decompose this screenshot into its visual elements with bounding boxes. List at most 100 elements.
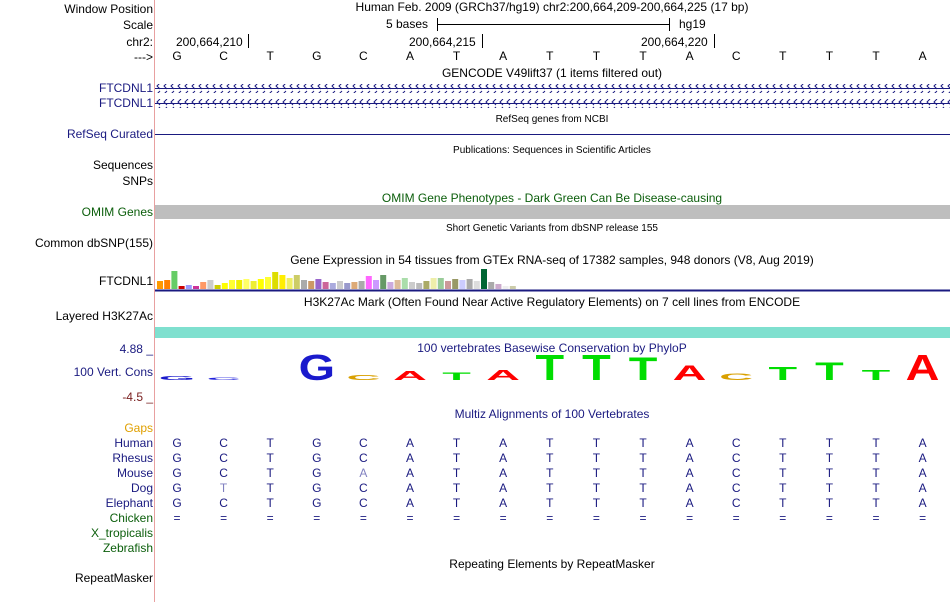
- gtex-tissue-bar[interactable]: [243, 279, 250, 289]
- gtex-tissue-bar[interactable]: [358, 281, 365, 289]
- conservation-letter: G: [159, 375, 195, 381]
- species-label[interactable]: Mouse: [116, 466, 153, 480]
- gtex-tissue-bar[interactable]: [221, 283, 228, 289]
- gencode-transcripts[interactable]: [155, 82, 950, 110]
- refseq-label[interactable]: RefSeq Curated: [66, 127, 153, 141]
- gtex-tissue-bar[interactable]: [308, 281, 315, 289]
- gtex-tissue-bar[interactable]: [315, 279, 322, 289]
- alignment-base: C: [731, 481, 741, 495]
- dbsnp-label[interactable]: Common dbSNP(155): [34, 236, 153, 250]
- cons-label[interactable]: 100 Vert. Cons: [73, 365, 153, 379]
- gtex-tissue-bar[interactable]: [265, 277, 271, 289]
- gtex-tissue-bar[interactable]: [373, 280, 379, 289]
- gtex-tissue-bar[interactable]: [473, 281, 480, 289]
- conservation-letter: T: [535, 350, 564, 388]
- conservation-letter: T: [769, 364, 798, 384]
- gtex-tissue-bar[interactable]: [286, 278, 293, 289]
- alignment-base: C: [359, 436, 368, 450]
- species-label[interactable]: X_tropicalis: [90, 526, 153, 540]
- gtex-tissue-bar[interactable]: [365, 276, 372, 289]
- gtex-tissue-bar[interactable]: [301, 280, 307, 289]
- gtex-tissue-bar[interactable]: [351, 282, 358, 289]
- gtex-tissue-bar[interactable]: [344, 283, 351, 289]
- reference-base: T: [872, 49, 880, 63]
- gtex-tissue-bar[interactable]: [157, 281, 163, 289]
- gencode-item-1-label[interactable]: FTCDNL1: [98, 81, 153, 95]
- gtex-tissue-bar[interactable]: [164, 280, 171, 289]
- h3k27ac-signal[interactable]: [155, 327, 950, 338]
- gtex-tissue-bar[interactable]: [329, 283, 336, 289]
- snps-label[interactable]: SNPs: [122, 174, 153, 188]
- species-label[interactable]: Rhesus: [112, 451, 153, 465]
- gtex-tissue-bar[interactable]: [229, 280, 235, 289]
- species-label[interactable]: Chicken: [109, 511, 153, 525]
- gtex-tissue-bar[interactable]: [495, 284, 502, 289]
- gtex-tissue-bar[interactable]: [437, 278, 444, 289]
- species-label[interactable]: Human: [114, 436, 153, 450]
- gtex-tissue-bar[interactable]: [502, 286, 509, 289]
- gtex-tissue-bar[interactable]: [272, 272, 279, 289]
- gtex-tissue-bar[interactable]: [200, 282, 207, 289]
- gtex-tissue-bar[interactable]: [452, 279, 459, 289]
- species-label[interactable]: Zebrafish: [102, 541, 153, 555]
- gtex-label[interactable]: FTCDNL1: [98, 274, 153, 288]
- species-label[interactable]: Dog: [130, 481, 153, 495]
- alignment-base: A: [918, 496, 927, 510]
- alignment-base: T: [592, 466, 601, 480]
- alignment-base: T: [266, 481, 274, 495]
- gtex-tissue-bar[interactable]: [193, 286, 199, 289]
- refseq-title: RefSeq genes from NCBI: [495, 114, 609, 125]
- gtex-tissue-bar[interactable]: [185, 285, 192, 289]
- position-tick: [248, 34, 249, 48]
- gencode-transcript-2[interactable]: [155, 99, 950, 108]
- alignment-base: T: [592, 481, 601, 495]
- gtex-tissue-bar[interactable]: [293, 275, 300, 289]
- gtex-tissue-bar[interactable]: [214, 285, 221, 289]
- gtex-tissue-bar[interactable]: [401, 278, 408, 289]
- refseq-line[interactable]: [155, 134, 950, 135]
- alignment-base: G: [172, 436, 182, 450]
- gtex-tissue-bar[interactable]: [380, 275, 387, 289]
- gtex-tissue-bar[interactable]: [430, 278, 437, 289]
- gtex-tissue-bar[interactable]: [509, 286, 516, 289]
- gtex-tissue-bar[interactable]: [171, 271, 178, 289]
- gtex-expression-bars[interactable]: [155, 266, 950, 292]
- gencode-transcript-1[interactable]: [155, 84, 950, 93]
- gtex-tissue-bar[interactable]: [445, 281, 451, 289]
- dbsnp-title: Short Genetic Variants from dbSNP releas…: [446, 223, 658, 234]
- repeatmasker-label[interactable]: RepeatMasker: [74, 571, 153, 585]
- alignment-base: T: [592, 496, 601, 510]
- gtex-tissue-bar[interactable]: [257, 279, 264, 289]
- omim-bar[interactable]: [155, 205, 950, 219]
- gtex-tissue-bar[interactable]: [337, 281, 343, 289]
- gtex-tissue-bar[interactable]: [250, 281, 257, 289]
- gaps-label[interactable]: Gaps: [124, 421, 153, 435]
- alignment-base: A: [685, 481, 694, 495]
- h3k27ac-label[interactable]: Layered H3K27Ac: [55, 309, 153, 323]
- scale-text: 5 bases: [386, 17, 429, 31]
- gtex-tissue-bar[interactable]: [416, 283, 423, 289]
- gtex-tissue-bar[interactable]: [488, 282, 495, 289]
- sequences-label[interactable]: Sequences: [92, 158, 153, 172]
- reference-base: T: [825, 49, 834, 63]
- gtex-tissue-bar[interactable]: [387, 282, 394, 289]
- omim-label[interactable]: OMIM Genes: [81, 205, 153, 219]
- gtex-tissue-bar[interactable]: [459, 280, 466, 289]
- gtex-tissue-bar[interactable]: [394, 280, 401, 289]
- alignment-base: C: [359, 481, 368, 495]
- gtex-tissue-bar[interactable]: [409, 282, 415, 289]
- conservation-letter: T: [629, 351, 658, 387]
- cons-max-label: 4.88 _: [119, 342, 153, 356]
- gtex-tissue-bar[interactable]: [481, 269, 487, 289]
- species-label[interactable]: Elephant: [105, 496, 153, 510]
- gtex-tissue-bar[interactable]: [207, 280, 214, 289]
- gtex-tissue-bar[interactable]: [423, 281, 430, 289]
- gtex-tissue-bar[interactable]: [236, 280, 243, 289]
- gencode-item-2-label[interactable]: FTCDNL1: [98, 96, 153, 110]
- gtex-tissue-bar[interactable]: [178, 286, 185, 289]
- gtex-tissue-bar[interactable]: [322, 282, 329, 289]
- gtex-tissue-bar[interactable]: [279, 275, 286, 289]
- gtex-tissue-bar[interactable]: [466, 279, 473, 289]
- cons-min-label: -4.5 _: [122, 390, 153, 404]
